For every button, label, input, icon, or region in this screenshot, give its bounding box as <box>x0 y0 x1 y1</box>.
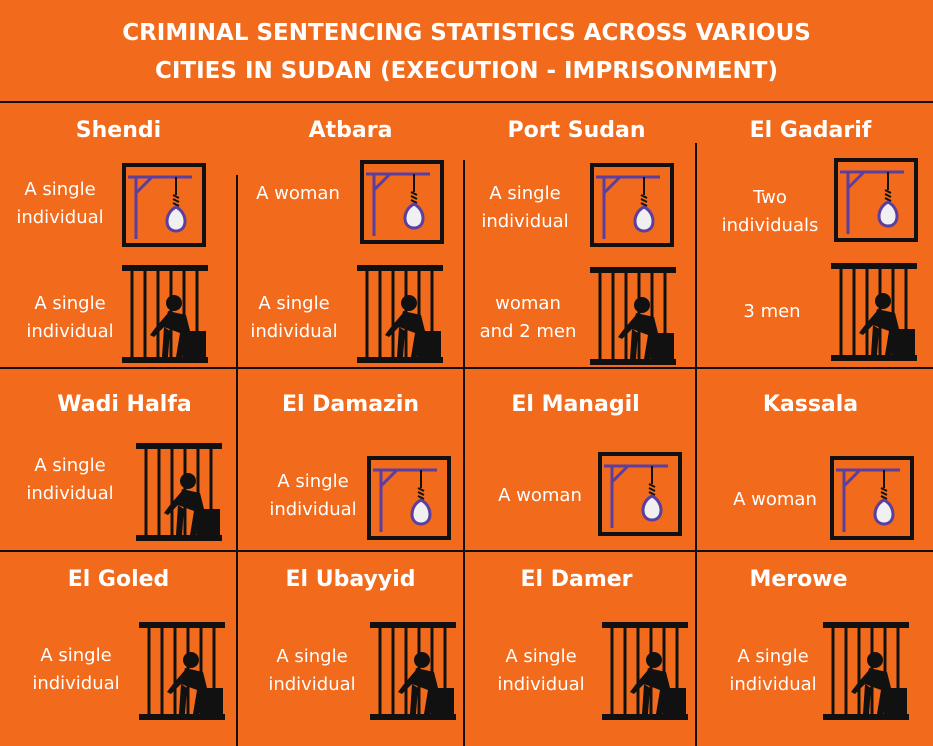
title-line-2: CITIES IN SUDAN (EXECUTION - IMPRISONMEN… <box>155 58 778 84</box>
execution-label-line: A woman <box>498 485 582 506</box>
imprisonment-label-line: individual <box>250 321 338 342</box>
prison-cell-icon <box>136 443 222 545</box>
imprisonment-label-el-ubayyid: A single individual <box>242 643 382 699</box>
gallows-icon <box>122 163 206 251</box>
imprisonment-label-wadi-halfa: A single individual <box>0 452 140 508</box>
prison-cell-icon <box>357 265 443 367</box>
city-name-shendi: Shendi <box>75 118 162 143</box>
divider-col-1-top <box>236 175 238 367</box>
imprisonment-label-el-gadarif: 3 men <box>702 298 842 326</box>
prison-cell-icon <box>831 263 917 365</box>
divider-col-3-top <box>695 143 697 367</box>
city-name-kassala: Kassala <box>762 392 859 417</box>
imprisonment-label-line: individual <box>268 674 356 695</box>
execution-label-line: A woman <box>733 489 817 510</box>
city-name-merowe: Merowe <box>749 567 848 592</box>
execution-label-line: Two <box>753 187 787 208</box>
city-name-el-goled: El Goled <box>67 567 170 592</box>
imprisonment-label-el-damer: A single individual <box>471 643 611 699</box>
city-name-el-ubayyid: El Ubayyid <box>285 567 416 592</box>
imprisonment-label-line: individual <box>497 674 585 695</box>
divider-top <box>0 101 933 103</box>
imprisonment-label-el-goled: A single individual <box>6 642 146 698</box>
imprisonment-label-line: individual <box>729 674 817 695</box>
gallows-icon <box>367 456 451 544</box>
execution-label-port-sudan: A single individual <box>455 180 595 236</box>
imprisonment-label-shendi: A single individual <box>0 290 140 346</box>
gallows-icon <box>590 163 674 251</box>
divider-row-1 <box>0 367 933 369</box>
divider-col-3-mid <box>695 367 697 550</box>
imprisonment-label-line: individual <box>32 673 120 694</box>
city-name-el-managil: El Managil <box>511 392 640 417</box>
divider-col-2-bot <box>463 550 465 746</box>
imprisonment-label-line: A single <box>258 293 330 314</box>
execution-label-line: individual <box>16 207 104 228</box>
city-name-el-gadarif: El Gadarif <box>749 118 872 143</box>
city-name-wadi-halfa: Wadi Halfa <box>57 392 192 417</box>
title-line-1: CRIMINAL SENTENCING STATISTICS ACROSS VA… <box>122 20 811 46</box>
imprisonment-label-line: 3 men <box>743 301 801 322</box>
divider-col-1-bot <box>236 550 238 746</box>
prison-cell-icon <box>122 265 208 367</box>
divider-col-2-top <box>463 160 465 367</box>
gallows-icon <box>834 158 918 246</box>
city-name-port-sudan: Port Sudan <box>507 118 646 143</box>
imprisonment-label-line: A single <box>34 455 106 476</box>
imprisonment-label-atbara: A single individual <box>224 290 364 346</box>
execution-label-line: individual <box>481 211 569 232</box>
execution-label-el-gadarif: Two individuals <box>700 184 840 240</box>
imprisonment-label-line: A single <box>34 293 106 314</box>
execution-label-line: individual <box>269 499 357 520</box>
imprisonment-label-line: A single <box>505 646 577 667</box>
imprisonment-label-line: and 2 men <box>479 321 577 342</box>
execution-label-shendi: A single individual <box>0 176 130 232</box>
execution-label-line: A woman <box>256 183 340 204</box>
city-name-atbara: Atbara <box>308 118 393 143</box>
execution-label-kassala: A woman <box>705 486 845 514</box>
execution-label-line: individuals <box>721 215 819 236</box>
execution-label-line: A single <box>277 471 349 492</box>
city-name-el-damazin: El Damazin <box>281 392 420 417</box>
city-name-el-damer: El Damer <box>520 567 633 592</box>
gallows-icon <box>360 160 444 248</box>
imprisonment-label-line: A single <box>276 646 348 667</box>
execution-label-line: A single <box>24 179 96 200</box>
prison-cell-icon <box>602 622 688 724</box>
imprisonment-label-line: individual <box>26 321 114 342</box>
gallows-icon <box>598 452 682 540</box>
page-title: CRIMINAL SENTENCING STATISTICS ACROSS VA… <box>0 14 933 90</box>
execution-label-el-damazin: A single individual <box>243 468 383 524</box>
prison-cell-icon <box>139 622 225 724</box>
imprisonment-label-line: A single <box>40 645 112 666</box>
divider-col-2-mid <box>463 367 465 550</box>
divider-col-3-bot <box>695 550 697 746</box>
prison-cell-icon <box>590 267 676 369</box>
execution-label-atbara: A woman <box>228 180 368 208</box>
imprisonment-label-line: woman <box>495 293 561 314</box>
imprisonment-label-merowe: A single individual <box>703 643 843 699</box>
prison-cell-icon <box>370 622 456 724</box>
prison-cell-icon <box>823 622 909 724</box>
divider-col-1-mid <box>236 367 238 550</box>
imprisonment-label-line: individual <box>26 483 114 504</box>
imprisonment-label-line: A single <box>737 646 809 667</box>
gallows-icon <box>830 456 914 544</box>
imprisonment-label-port-sudan: woman and 2 men <box>458 290 598 346</box>
execution-label-line: A single <box>489 183 561 204</box>
execution-label-el-managil: A woman <box>470 482 610 510</box>
divider-row-2 <box>0 550 933 552</box>
